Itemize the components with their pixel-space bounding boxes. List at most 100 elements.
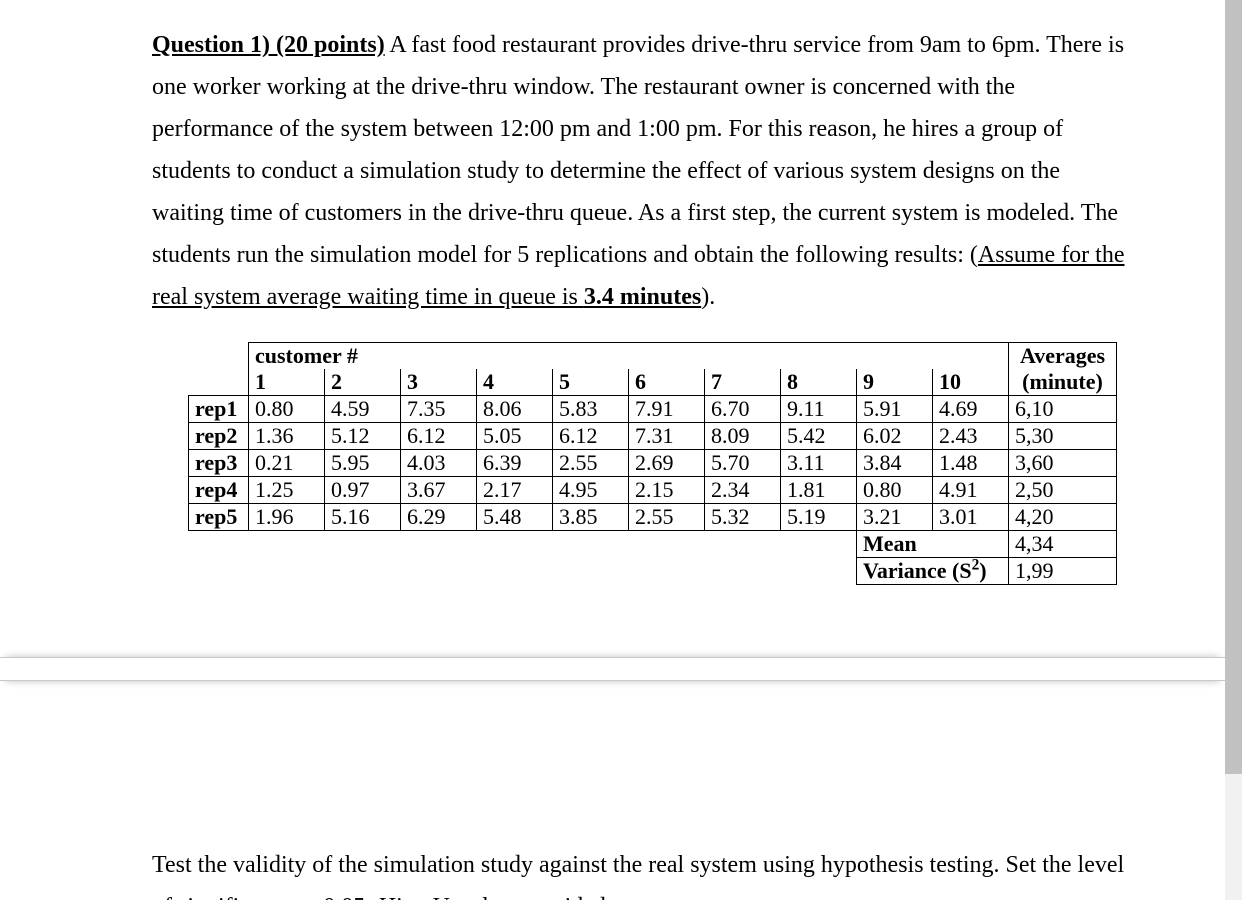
mean-value: 4,34 bbox=[1009, 531, 1117, 558]
question-note-bold: 3.4 minutes bbox=[584, 284, 701, 310]
cell: 2.55 bbox=[629, 504, 705, 531]
followup-paragraph: Test the validity of the simulation stud… bbox=[152, 844, 1135, 900]
cell: 6.29 bbox=[401, 504, 477, 531]
question-heading: Question 1) (20 points) bbox=[152, 32, 385, 58]
table-header-row-2: 1 2 3 4 5 6 7 8 9 10 (minute) bbox=[189, 369, 1117, 396]
table-row: rep4 1.25 0.97 3.67 2.17 4.95 2.15 2.34 … bbox=[189, 477, 1117, 504]
cell-avg: 5,30 bbox=[1009, 423, 1117, 450]
cell: 5.12 bbox=[325, 423, 401, 450]
table-header-row-1: customer # Averages bbox=[189, 343, 1117, 370]
page-2: Test the validity of the simulation stud… bbox=[0, 680, 1225, 900]
cell: 3.84 bbox=[857, 450, 933, 477]
cell: 0.21 bbox=[249, 450, 325, 477]
cell: 9.11 bbox=[781, 396, 857, 423]
scrollbar-thumb[interactable] bbox=[1225, 0, 1242, 774]
cell: 1.36 bbox=[249, 423, 325, 450]
cell-avg: 6,10 bbox=[1009, 396, 1117, 423]
variance-value: 1,99 bbox=[1009, 558, 1117, 585]
results-table-wrap: customer # Averages 1 2 3 4 5 6 7 8 9 10… bbox=[188, 342, 1135, 585]
cell: 3.01 bbox=[933, 504, 1009, 531]
table-row: rep2 1.36 5.12 6.12 5.05 6.12 7.31 8.09 … bbox=[189, 423, 1117, 450]
table-mean-row: Mean 4,34 bbox=[189, 531, 1117, 558]
cell: 7.91 bbox=[629, 396, 705, 423]
header-averages-1: Averages bbox=[1009, 343, 1117, 370]
col-9: 9 bbox=[857, 369, 933, 396]
cell-avg: 4,20 bbox=[1009, 504, 1117, 531]
cell: 8.09 bbox=[705, 423, 781, 450]
col-8: 8 bbox=[781, 369, 857, 396]
mean-label: Mean bbox=[857, 531, 1009, 558]
cell: 6.12 bbox=[553, 423, 629, 450]
cell: 5.19 bbox=[781, 504, 857, 531]
col-6: 6 bbox=[629, 369, 705, 396]
page-break bbox=[0, 657, 1225, 681]
cell: 4.91 bbox=[933, 477, 1009, 504]
col-10: 10 bbox=[933, 369, 1009, 396]
blank-cell bbox=[249, 531, 857, 558]
cell: 3.85 bbox=[553, 504, 629, 531]
cell: 0.80 bbox=[249, 396, 325, 423]
cell: 3.67 bbox=[401, 477, 477, 504]
cell: 5.83 bbox=[553, 396, 629, 423]
variance-label: Variance (S2) bbox=[857, 558, 1009, 585]
cell: 2.17 bbox=[477, 477, 553, 504]
blank-cell bbox=[189, 343, 249, 370]
cell: 1.96 bbox=[249, 504, 325, 531]
cell: 4.03 bbox=[401, 450, 477, 477]
cell-avg: 2,50 bbox=[1009, 477, 1117, 504]
blank-cell bbox=[189, 531, 249, 558]
row-label: rep2 bbox=[189, 423, 249, 450]
table-row: rep3 0.21 5.95 4.03 6.39 2.55 2.69 5.70 … bbox=[189, 450, 1117, 477]
cell: 8.06 bbox=[477, 396, 553, 423]
col-4: 4 bbox=[477, 369, 553, 396]
cell: 0.97 bbox=[325, 477, 401, 504]
cell: 5.42 bbox=[781, 423, 857, 450]
document-viewport: Question 1) (20 points) A fast food rest… bbox=[0, 0, 1242, 900]
followup-text-2: : Use the two-sided test. bbox=[420, 894, 651, 900]
cell: 2.55 bbox=[553, 450, 629, 477]
cell: 5.48 bbox=[477, 504, 553, 531]
col-2: 2 bbox=[325, 369, 401, 396]
question-paragraph: Question 1) (20 points) A fast food rest… bbox=[152, 24, 1135, 318]
question-note-2: ). bbox=[701, 284, 715, 310]
followup-text-1: Test the validity of the simulation stud… bbox=[152, 852, 1124, 900]
cell: 5.16 bbox=[325, 504, 401, 531]
cell: 5.32 bbox=[705, 504, 781, 531]
cell: 2.34 bbox=[705, 477, 781, 504]
vertical-scrollbar[interactable] bbox=[1225, 0, 1242, 900]
row-label: rep4 bbox=[189, 477, 249, 504]
cell: 4.69 bbox=[933, 396, 1009, 423]
cell: 6.39 bbox=[477, 450, 553, 477]
cell: 7.31 bbox=[629, 423, 705, 450]
cell: 5.05 bbox=[477, 423, 553, 450]
cell: 1.25 bbox=[249, 477, 325, 504]
row-label: rep5 bbox=[189, 504, 249, 531]
blank-cell bbox=[249, 558, 857, 585]
table-variance-row: Variance (S2) 1,99 bbox=[189, 558, 1117, 585]
cell: 2.43 bbox=[933, 423, 1009, 450]
results-table: customer # Averages 1 2 3 4 5 6 7 8 9 10… bbox=[188, 342, 1117, 585]
col-5: 5 bbox=[553, 369, 629, 396]
cell: 2.69 bbox=[629, 450, 705, 477]
cell: 1.48 bbox=[933, 450, 1009, 477]
cell: 6.12 bbox=[401, 423, 477, 450]
question-intro: A fast food restaurant provides drive-th… bbox=[152, 32, 1124, 268]
col-7: 7 bbox=[705, 369, 781, 396]
blank-cell bbox=[189, 369, 249, 396]
cell: 2.15 bbox=[629, 477, 705, 504]
hint-label: Hint bbox=[377, 894, 420, 900]
blank-cell bbox=[189, 558, 249, 585]
col-1: 1 bbox=[249, 369, 325, 396]
cell: 4.59 bbox=[325, 396, 401, 423]
col-3: 3 bbox=[401, 369, 477, 396]
cell: 3.21 bbox=[857, 504, 933, 531]
cell: 7.35 bbox=[401, 396, 477, 423]
table-row: rep5 1.96 5.16 6.29 5.48 3.85 2.55 5.32 … bbox=[189, 504, 1117, 531]
cell: 5.91 bbox=[857, 396, 933, 423]
table-row: rep1 0.80 4.59 7.35 8.06 5.83 7.91 6.70 … bbox=[189, 396, 1117, 423]
page-1: Question 1) (20 points) A fast food rest… bbox=[0, 0, 1225, 585]
cell: 5.70 bbox=[705, 450, 781, 477]
cell: 6.02 bbox=[857, 423, 933, 450]
cell: 6.70 bbox=[705, 396, 781, 423]
cell: 3.11 bbox=[781, 450, 857, 477]
